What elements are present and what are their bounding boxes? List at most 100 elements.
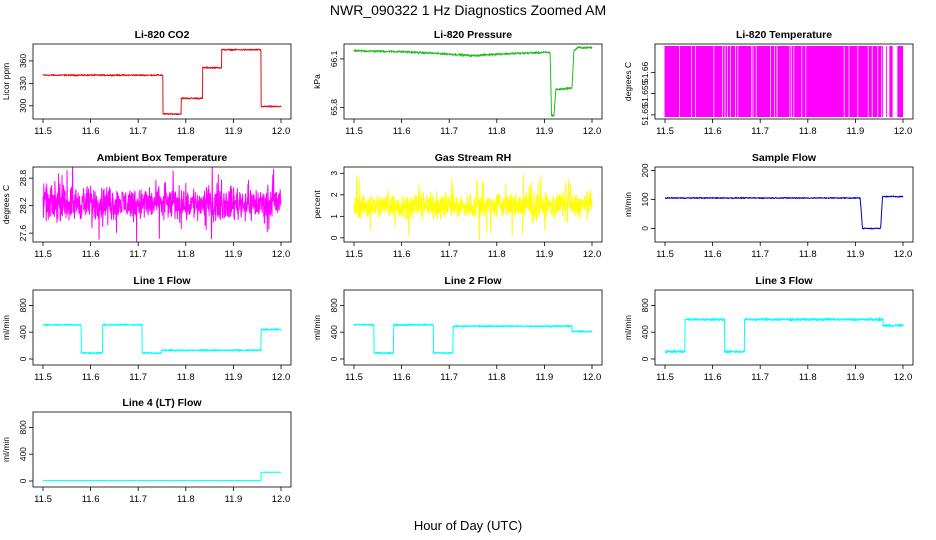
chart-6-frame xyxy=(32,289,292,366)
chart-7-ytick: 800 xyxy=(329,298,339,312)
chart-4-frame xyxy=(343,166,603,243)
chart-8-frame xyxy=(654,289,914,366)
chart-8-xtick: 11.7 xyxy=(751,372,769,383)
chart-2-xtick: 11.7 xyxy=(751,126,769,137)
chart-2-xtick: 11.6 xyxy=(704,126,722,137)
chart-3-xtick: 11.8 xyxy=(177,249,195,260)
chart-0-xtick: 11.5 xyxy=(34,126,52,137)
chart-6-xtick: 11.8 xyxy=(177,372,195,383)
chart-9-ytick: 800 xyxy=(18,420,28,434)
chart-7-xtick: 12.0 xyxy=(583,372,602,383)
chart-3-title: Ambient Box Temperature xyxy=(97,152,228,164)
chart-4-ytick: 2 xyxy=(329,192,339,197)
chart-9-xtick: 11.6 xyxy=(82,494,100,505)
chart-7-xtick: 11.9 xyxy=(536,372,554,383)
chart-1-frame xyxy=(343,43,603,120)
chart-4-ytick: 3 xyxy=(329,171,339,176)
chart-9-xtick: 11.5 xyxy=(34,494,52,505)
chart-1-xtick: 12.0 xyxy=(583,126,602,137)
chart-2-xtick: 11.8 xyxy=(799,126,817,137)
chart-6-ytick: 400 xyxy=(18,325,28,339)
chart-5-title: Sample Flow xyxy=(752,152,817,164)
chart-2: Li-820 Temperature degrees C 11.5 11.6 11.7 1… xyxy=(623,29,914,137)
chart-9-title: Line 4 (LT) Flow xyxy=(122,397,202,409)
chart-0-ylabel: Licor ppm xyxy=(1,63,11,100)
chart-0-ytick: 300 xyxy=(18,98,28,112)
chart-6-xtick: 11.6 xyxy=(82,372,100,383)
chart-0: Li-820 CO2 Licor ppm 11.5 11.6 11.7 11.8 11.9 1… xyxy=(1,29,292,137)
chart-1-xtick: 11.6 xyxy=(393,126,411,137)
chart-9-ytick: 0 xyxy=(18,478,28,483)
chart-4-ylabel: percent xyxy=(312,190,322,219)
chart-0-xtick: 11.9 xyxy=(225,126,243,137)
chart-8-xtick: 11.9 xyxy=(847,372,865,383)
chart-3-xtick: 11.7 xyxy=(129,249,147,260)
page-xlabel: Hour of Day (UTC) xyxy=(413,518,523,533)
chart-1-xtick: 11.5 xyxy=(345,126,363,137)
chart-7: Line 2 Flow ml/min 11.5 11.6 11.7 11.8 11.9 12.… xyxy=(312,275,603,383)
chart-5-xtick: 11.8 xyxy=(799,249,817,260)
chart-0-frame xyxy=(32,43,292,120)
chart-6-ylabel: ml/min xyxy=(1,315,11,340)
chart-8-xtick: 11.5 xyxy=(656,372,674,383)
chart-3-ylabel: degrees C xyxy=(1,185,11,224)
chart-0-title: Li-820 CO2 xyxy=(135,29,190,41)
chart-8-title: Line 3 Flow xyxy=(755,275,813,287)
chart-4-xtick: 11.8 xyxy=(488,249,506,260)
chart-3: Ambient Box Temperature degrees C 11.5 11.6… xyxy=(1,152,292,260)
chart-7-ylabel: ml/min xyxy=(312,315,322,340)
chart-0-series xyxy=(42,48,282,116)
page-title: NWR_090322 1 Hz Diagnostics Zoomed AM xyxy=(329,2,607,18)
chart-4-series xyxy=(353,173,593,241)
chart-1-title: Li-820 Pressure xyxy=(434,29,512,41)
chart-8-ytick: 400 xyxy=(640,325,650,339)
chart-8-ylabel: ml/min xyxy=(623,315,633,340)
chart-1: Li-820 Pressure kPa 11.5 11.6 11.7 11.8 11.9 12… xyxy=(312,29,603,137)
chart-1-ytick: 66.1 xyxy=(329,50,339,67)
chart-5-ytick: 0 xyxy=(640,226,650,231)
chart-2-xtick: 11.9 xyxy=(847,126,865,137)
chart-3-frame xyxy=(32,166,292,243)
chart-4-xtick: 11.7 xyxy=(440,249,458,260)
chart-5-ytick: 200 xyxy=(640,163,650,177)
chart-3-xtick: 11.6 xyxy=(82,249,100,260)
chart-0-xtick: 11.6 xyxy=(82,126,100,137)
chart-9: Line 4 (LT) Flow ml/min 11.5 11.6 11.7 11.8 11… xyxy=(1,397,292,505)
chart-9-series xyxy=(42,471,282,482)
chart-7-xtick: 11.6 xyxy=(393,372,411,383)
chart-1-xtick: 11.8 xyxy=(488,126,506,137)
chart-2-ytick: 51.655 xyxy=(640,80,650,106)
chart-9-xtick: 11.7 xyxy=(129,494,147,505)
chart-8-xtick: 12.0 xyxy=(894,372,913,383)
chart-7-frame xyxy=(343,289,603,366)
chart-0-ytick: 360 xyxy=(18,54,28,68)
chart-4-xtick: 11.6 xyxy=(393,249,411,260)
chart-7-ytick: 0 xyxy=(329,356,339,361)
chart-4: Gas Stream RH percent 11.5 11.6 11.7 11.8 11.9… xyxy=(312,152,603,260)
chart-5-xtick: 11.7 xyxy=(751,249,769,260)
chart-1-ytick: 65.8 xyxy=(329,99,339,116)
chart-3-xtick: 12.0 xyxy=(272,249,291,260)
chart-5-xtick: 11.5 xyxy=(656,249,674,260)
chart-7-ytick: 400 xyxy=(329,325,339,339)
chart-4-ytick: 0 xyxy=(329,235,339,240)
chart-6-xtick: 12.0 xyxy=(272,372,291,383)
chart-6-series xyxy=(42,323,282,355)
chart-1-ylabel: kPa xyxy=(312,74,322,89)
chart-5-frame xyxy=(654,166,914,243)
chart-6-xtick: 11.9 xyxy=(225,372,243,383)
chart-3-ytick: 28.2 xyxy=(18,197,28,214)
chart-2-frame xyxy=(654,43,914,120)
chart-0-xtick: 11.7 xyxy=(129,126,147,137)
chart-2-title: Li-820 Temperature xyxy=(736,29,832,41)
chart-6: Line 1 Flow ml/min 11.5 11.6 11.7 11.8 11.9 12.… xyxy=(1,275,292,383)
chart-9-xtick: 11.9 xyxy=(225,494,243,505)
chart-2-ytick: 51.66 xyxy=(640,61,650,83)
chart-6-xtick: 11.7 xyxy=(129,372,147,383)
chart-2-ytick: 51.65 xyxy=(640,104,650,126)
chart-8-xtick: 11.8 xyxy=(799,372,817,383)
chart-0-ytick: 330 xyxy=(18,76,28,90)
chart-2-xtick: 11.5 xyxy=(656,126,674,137)
chart-7-xtick: 11.5 xyxy=(345,372,363,383)
